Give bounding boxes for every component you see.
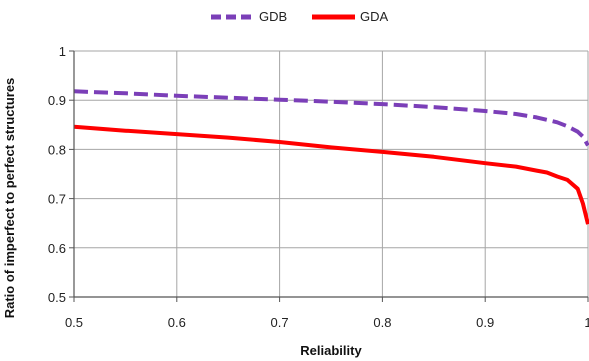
series-lines — [73, 89, 589, 225]
axes — [69, 50, 589, 302]
legend: GDB GDA — [211, 9, 389, 24]
x-tick-label: 1 — [584, 315, 589, 330]
x-tick-label: 0.6 — [168, 315, 186, 330]
y-tick-label: 0.9 — [48, 93, 66, 108]
y-axis-title: Ratio of imperfect to perfect structures — [2, 78, 17, 319]
x-tick-label: 0.5 — [65, 315, 83, 330]
tick-labels: 0.5 0.6 0.7 0.8 0.9 1 0.5 0.6 0.7 0.8 0.9 1 — [48, 44, 589, 330]
x-axis-title: Reliability — [300, 343, 362, 358]
y-tick-label: 1 — [59, 44, 66, 59]
gridlines — [74, 50, 589, 297]
y-tick-label: 0.7 — [48, 192, 66, 207]
legend-label-gdb: GDB — [259, 9, 287, 24]
x-tick-label: 0.7 — [271, 315, 289, 330]
series-line-gda — [73, 124, 589, 225]
x-tick-label: 0.9 — [476, 315, 494, 330]
legend-label-gda: GDA — [360, 9, 389, 24]
series-line-gdb — [73, 89, 589, 147]
y-tick-label: 0.5 — [48, 290, 66, 305]
y-tick-label: 0.6 — [48, 241, 66, 256]
y-tick-label: 0.8 — [48, 142, 66, 157]
x-tick-label: 0.8 — [373, 315, 391, 330]
